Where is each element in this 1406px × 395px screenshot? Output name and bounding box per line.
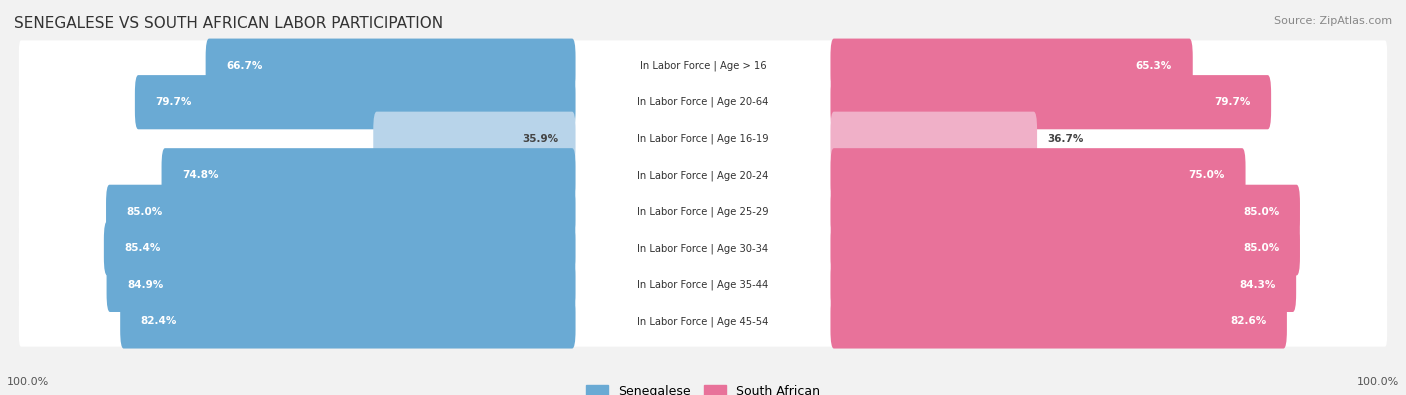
Text: 66.7%: 66.7%	[226, 61, 263, 71]
FancyBboxPatch shape	[104, 221, 575, 275]
FancyBboxPatch shape	[18, 77, 1388, 128]
Text: 74.8%: 74.8%	[183, 170, 219, 180]
Text: Source: ZipAtlas.com: Source: ZipAtlas.com	[1274, 16, 1392, 26]
FancyBboxPatch shape	[831, 185, 1301, 239]
Text: In Labor Force | Age 45-54: In Labor Force | Age 45-54	[637, 316, 769, 327]
Text: In Labor Force | Age 35-44: In Labor Force | Age 35-44	[637, 280, 769, 290]
Text: 35.9%: 35.9%	[522, 134, 558, 144]
FancyBboxPatch shape	[373, 112, 575, 166]
Text: 84.3%: 84.3%	[1239, 280, 1275, 290]
Text: 100.0%: 100.0%	[7, 377, 49, 387]
FancyBboxPatch shape	[18, 223, 1388, 274]
Text: SENEGALESE VS SOUTH AFRICAN LABOR PARTICIPATION: SENEGALESE VS SOUTH AFRICAN LABOR PARTIC…	[14, 16, 443, 31]
FancyBboxPatch shape	[831, 112, 1038, 166]
Text: 79.7%: 79.7%	[156, 97, 193, 107]
Text: In Labor Force | Age 20-24: In Labor Force | Age 20-24	[637, 170, 769, 181]
Text: 85.4%: 85.4%	[125, 243, 160, 253]
FancyBboxPatch shape	[107, 258, 575, 312]
FancyBboxPatch shape	[831, 221, 1301, 275]
FancyBboxPatch shape	[831, 75, 1271, 129]
FancyBboxPatch shape	[831, 148, 1246, 202]
Text: 65.3%: 65.3%	[1136, 61, 1173, 71]
FancyBboxPatch shape	[18, 40, 1388, 91]
FancyBboxPatch shape	[120, 294, 575, 348]
FancyBboxPatch shape	[831, 294, 1286, 348]
Text: 82.4%: 82.4%	[141, 316, 177, 326]
Text: 84.9%: 84.9%	[128, 280, 163, 290]
Text: In Labor Force | Age 30-34: In Labor Force | Age 30-34	[637, 243, 769, 254]
Legend: Senegalese, South African: Senegalese, South African	[586, 385, 820, 395]
FancyBboxPatch shape	[18, 150, 1388, 201]
Text: 36.7%: 36.7%	[1047, 134, 1084, 144]
FancyBboxPatch shape	[831, 39, 1192, 93]
Text: In Labor Force | Age > 16: In Labor Force | Age > 16	[640, 60, 766, 71]
Text: 82.6%: 82.6%	[1230, 316, 1267, 326]
FancyBboxPatch shape	[162, 148, 575, 202]
Text: 85.0%: 85.0%	[127, 207, 163, 217]
FancyBboxPatch shape	[135, 75, 575, 129]
Text: In Labor Force | Age 25-29: In Labor Force | Age 25-29	[637, 207, 769, 217]
FancyBboxPatch shape	[18, 113, 1388, 164]
Text: 85.0%: 85.0%	[1243, 243, 1279, 253]
FancyBboxPatch shape	[18, 186, 1388, 237]
FancyBboxPatch shape	[831, 258, 1296, 312]
FancyBboxPatch shape	[105, 185, 575, 239]
Text: In Labor Force | Age 20-64: In Labor Force | Age 20-64	[637, 97, 769, 107]
Text: 79.7%: 79.7%	[1213, 97, 1250, 107]
Text: 100.0%: 100.0%	[1357, 377, 1399, 387]
FancyBboxPatch shape	[18, 260, 1388, 310]
FancyBboxPatch shape	[18, 296, 1388, 347]
Text: In Labor Force | Age 16-19: In Labor Force | Age 16-19	[637, 134, 769, 144]
Text: 85.0%: 85.0%	[1243, 207, 1279, 217]
Text: 75.0%: 75.0%	[1188, 170, 1225, 180]
FancyBboxPatch shape	[205, 39, 575, 93]
